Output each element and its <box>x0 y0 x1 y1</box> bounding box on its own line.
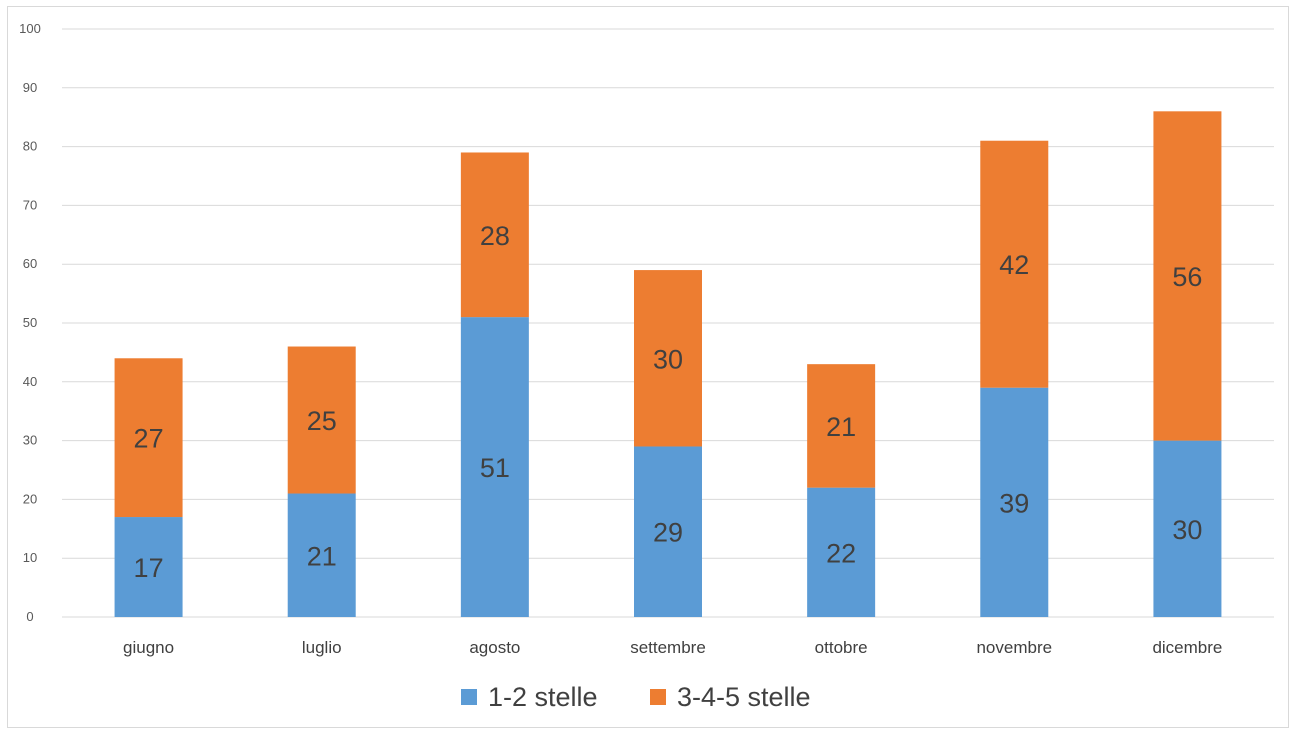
y-tick-label: 20 <box>23 491 37 506</box>
bar-segment <box>807 487 876 617</box>
data-label: 30 <box>1172 515 1202 545</box>
legend-label: 3-4-5 stelle <box>677 682 811 712</box>
x-category-label: novembre <box>976 638 1052 657</box>
bar-segment <box>634 270 702 447</box>
y-tick-label: 60 <box>23 256 37 271</box>
bar-segment <box>287 493 356 617</box>
y-tick-label: 30 <box>23 433 37 448</box>
x-category-label: dicembre <box>1152 638 1222 657</box>
x-category-label: luglio <box>302 638 342 657</box>
legend-swatch <box>650 689 666 705</box>
x-axis-category-labels: giugno luglio agosto settembre ottobre novemb… <box>123 638 1222 657</box>
y-tick-label: 10 <box>23 550 37 565</box>
x-category-label: agosto <box>469 638 520 657</box>
y-tick-label: 40 <box>23 374 37 389</box>
y-tick-label: 70 <box>23 197 37 212</box>
bar-segment <box>287 346 356 494</box>
data-labels: 17 27 21 25 51 28 29 30 22 21 39 42 30 56 <box>134 221 1203 583</box>
data-label: 28 <box>480 221 510 251</box>
bar-segment <box>1153 440 1222 617</box>
data-label: 29 <box>653 518 683 548</box>
bar-segment <box>807 364 876 488</box>
x-category-label: giugno <box>123 638 174 657</box>
data-label: 21 <box>307 541 337 571</box>
data-label: 21 <box>826 412 856 442</box>
data-label: 25 <box>307 406 337 436</box>
data-label: 56 <box>1172 262 1202 292</box>
chart-frame: 0 10 20 30 40 50 60 70 80 90 100 17 27 21 25 51 28 29 30 2… <box>7 6 1289 728</box>
data-label: 17 <box>134 553 164 583</box>
bar-segment <box>634 446 702 617</box>
legend: 1-2 stelle 3-4-5 stelle <box>461 682 811 712</box>
data-label: 22 <box>826 538 856 568</box>
y-axis-tick-labels: 0 10 20 30 40 50 60 70 80 90 100 <box>19 21 41 624</box>
bar-segment <box>1153 111 1222 441</box>
data-label: 42 <box>999 250 1029 280</box>
bar-segment <box>460 152 529 318</box>
data-label: 51 <box>480 453 510 483</box>
bar-segment <box>460 317 529 617</box>
bar-segment <box>980 387 1049 617</box>
y-tick-label: 0 <box>26 609 33 624</box>
bar-segment <box>114 517 183 617</box>
bar-segment <box>980 140 1049 388</box>
data-label: 39 <box>999 488 1029 518</box>
bars <box>114 111 1222 617</box>
data-label: 27 <box>134 424 164 454</box>
legend-swatch <box>461 689 477 705</box>
x-category-label: ottobre <box>815 638 868 657</box>
stacked-bar-chart: 0 10 20 30 40 50 60 70 80 90 100 17 27 21 25 51 28 29 30 2… <box>19 21 1274 712</box>
x-category-label: settembre <box>630 638 706 657</box>
y-tick-label: 80 <box>23 139 37 154</box>
bar-segment <box>114 358 183 518</box>
y-tick-label: 100 <box>19 21 41 36</box>
y-tick-label: 90 <box>23 80 37 95</box>
legend-label: 1-2 stelle <box>488 682 598 712</box>
data-label: 30 <box>653 344 683 374</box>
y-tick-label: 50 <box>23 315 37 330</box>
